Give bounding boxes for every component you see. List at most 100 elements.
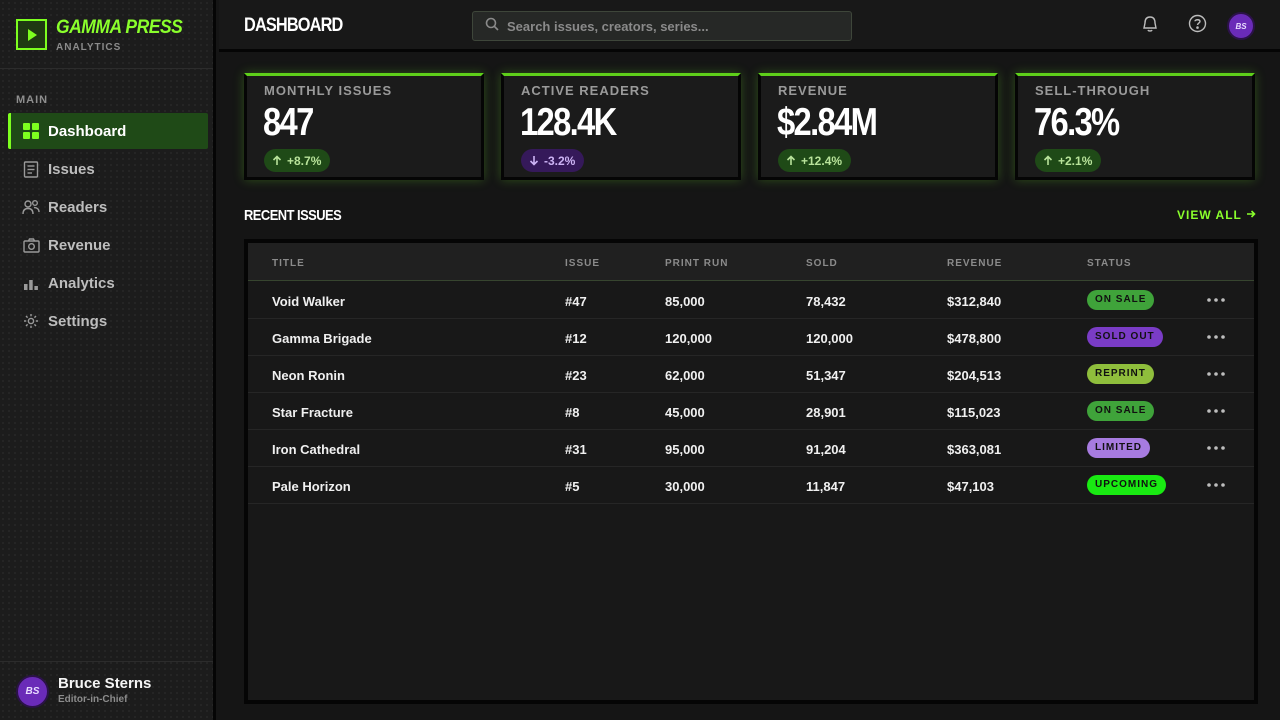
camera-icon: [22, 236, 40, 254]
kpi-delta-badge: +12.4%: [778, 149, 852, 172]
cell-issue: #12: [565, 331, 587, 346]
arrow-up-icon: [786, 155, 796, 165]
cell-issue: #47: [565, 294, 587, 309]
kpi-value: $2.84M: [777, 101, 878, 144]
brand-title: GAMMA PRESS: [56, 17, 183, 38]
avatar[interactable]: BS: [1227, 12, 1255, 40]
view-all-link[interactable]: VIEW ALL: [1177, 208, 1256, 222]
cell-title: Neon Ronin: [272, 368, 345, 383]
sidebar-item-label: Analytics: [48, 274, 115, 292]
kpi-delta-badge: -3.2%: [521, 149, 585, 172]
brand-subtitle: ANALYTICS: [56, 42, 122, 53]
row-menu-button[interactable]: [1204, 402, 1228, 420]
row-menu-button[interactable]: [1204, 476, 1228, 494]
kpi-delta: +12.4%: [801, 153, 843, 168]
help-button[interactable]: [1185, 14, 1209, 38]
sidebar-nav: Dashboard Issues Readers: [8, 113, 208, 341]
more-horizontal-icon: [1207, 483, 1225, 487]
table-row[interactable]: Gamma Brigade #12 120,000 120,000 $478,8…: [248, 319, 1254, 356]
sidebar-item-label: Issues: [48, 160, 95, 178]
column-header-title[interactable]: TITLE: [272, 258, 305, 269]
cell-revenue: $363,081: [947, 442, 1002, 457]
row-menu-button[interactable]: [1204, 439, 1228, 457]
row-menu-button[interactable]: [1204, 328, 1228, 346]
cell-print-run: 45,000: [665, 405, 705, 420]
table-row[interactable]: Pale Horizon #5 30,000 11,847 $47,103 UP…: [248, 467, 1254, 504]
table-row[interactable]: Neon Ronin #23 62,000 51,347 $204,513 RE…: [248, 356, 1254, 393]
bell-icon: [1141, 15, 1159, 38]
cell-print-run: 85,000: [665, 294, 705, 309]
sidebar: GAMMA PRESS ANALYTICS MAIN Dashboard: [0, 0, 216, 720]
more-horizontal-icon: [1207, 372, 1225, 376]
row-menu-button[interactable]: [1204, 291, 1228, 309]
sidebar-item-label: Readers: [48, 198, 108, 216]
kpi-label: MONTHLY ISSUES: [264, 83, 393, 98]
gear-icon: [22, 312, 40, 330]
status-badge: LIMITED: [1087, 438, 1150, 458]
help-icon: [1188, 14, 1207, 38]
table-row[interactable]: Iron Cathedral #31 95,000 91,204 $363,08…: [248, 430, 1254, 467]
column-header-sold[interactable]: SOLD: [806, 258, 838, 269]
cell-sold: 28,901: [806, 405, 846, 420]
sidebar-item-settings[interactable]: Settings: [8, 303, 208, 339]
notifications-button[interactable]: [1138, 14, 1162, 38]
kpi-card-revenue[interactable]: REVENUE $2.84M +12.4%: [758, 73, 998, 180]
cell-title: Void Walker: [272, 294, 345, 309]
arrow-right-icon: [1246, 208, 1256, 222]
status-badge: UPCOMING: [1087, 475, 1166, 495]
cell-print-run: 30,000: [665, 479, 705, 494]
column-header-revenue[interactable]: REVENUE: [947, 258, 1003, 269]
kpi-card-monthly-issues[interactable]: MONTHLY ISSUES 847 +8.7%: [244, 73, 484, 180]
section-title: RECENT ISSUES: [244, 207, 342, 224]
sidebar-item-dashboard[interactable]: Dashboard: [8, 113, 208, 149]
kpi-value: 128.4K: [520, 101, 617, 144]
top-header: DASHBOARD BS: [219, 0, 1280, 52]
cell-revenue: $478,800: [947, 331, 1002, 346]
status-badge: ON SALE: [1087, 401, 1155, 421]
page-title: DASHBOARD: [244, 15, 343, 36]
kpi-label: SELL-THROUGH: [1035, 83, 1151, 98]
table-header: TITLE ISSUE PRINT RUN SOLD REVENUE STATU…: [248, 243, 1254, 281]
cell-revenue: $312,840: [947, 294, 1002, 309]
cell-print-run: 62,000: [665, 368, 705, 383]
kpi-delta: -3.2%: [544, 153, 576, 168]
kpi-card-sell-through[interactable]: SELL-THROUGH 76.3% +2.1%: [1015, 73, 1255, 180]
status-badge: SOLD OUT: [1087, 327, 1163, 347]
sidebar-item-readers[interactable]: Readers: [8, 189, 208, 225]
row-menu-button[interactable]: [1204, 365, 1228, 383]
user-role: Editor-in-Chief: [58, 694, 128, 705]
user-profile[interactable]: BS Bruce Sterns Editor-in-Chief: [16, 673, 206, 709]
more-horizontal-icon: [1207, 446, 1225, 450]
cell-issue: #5: [565, 479, 580, 494]
sidebar-item-analytics[interactable]: Analytics: [8, 265, 208, 301]
play-square-icon: [16, 19, 47, 50]
cell-sold: 78,432: [806, 294, 846, 309]
kpi-label: ACTIVE READERS: [521, 83, 650, 98]
sidebar-item-issues[interactable]: Issues: [8, 151, 208, 187]
kpi-delta-badge: +8.7%: [264, 149, 331, 172]
cell-issue: #8: [565, 405, 580, 420]
more-horizontal-icon: [1207, 298, 1225, 302]
sidebar-item-revenue[interactable]: Revenue: [8, 227, 208, 263]
recent-issues-table: TITLE ISSUE PRINT RUN SOLD REVENUE STATU…: [244, 239, 1258, 704]
cell-sold: 51,347: [806, 368, 846, 383]
sidebar-divider: [0, 661, 213, 662]
search-input[interactable]: [507, 13, 851, 39]
table-row[interactable]: Star Fracture #8 45,000 28,901 $115,023 …: [248, 393, 1254, 430]
kpi-value: 847: [263, 101, 314, 144]
kpi-label: REVENUE: [778, 83, 848, 98]
column-header-print-run[interactable]: PRINT RUN: [665, 258, 729, 269]
cell-revenue: $204,513: [947, 368, 1002, 383]
search-bar[interactable]: [472, 11, 852, 41]
kpi-card-active-readers[interactable]: ACTIVE READERS 128.4K -3.2%: [501, 73, 741, 180]
sidebar-item-label: Dashboard: [48, 122, 127, 140]
column-header-issue[interactable]: ISSUE: [565, 258, 601, 269]
table-row[interactable]: Void Walker #47 85,000 78,432 $312,840 O…: [248, 282, 1254, 319]
column-header-status[interactable]: STATUS: [1087, 258, 1132, 269]
cell-print-run: 95,000: [665, 442, 705, 457]
cell-title: Gamma Brigade: [272, 331, 372, 346]
nav-section-label: MAIN: [16, 94, 49, 106]
cell-issue: #23: [565, 368, 587, 383]
brand[interactable]: GAMMA PRESS ANALYTICS: [16, 16, 206, 56]
arrow-up-icon: [1043, 155, 1053, 165]
